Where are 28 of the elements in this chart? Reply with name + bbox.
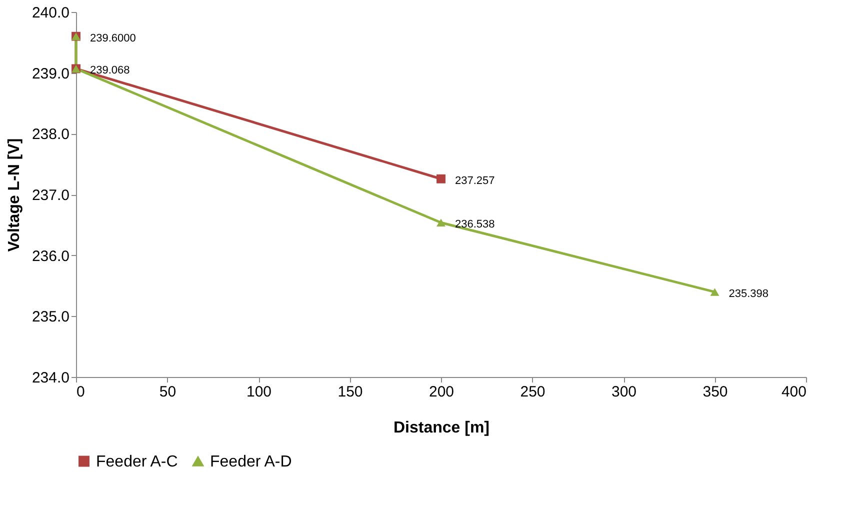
data-label: 239.068 (90, 64, 130, 77)
y-tick-label: 240.0 (32, 4, 70, 22)
point (710, 288, 720, 296)
x-tick-label: 50 (159, 384, 176, 400)
y-axis-title: Voltage L-N [V] (6, 138, 23, 252)
x-tick-label: 400 (781, 384, 806, 400)
x-axis-title: Distance [m] (393, 420, 490, 436)
x-tick-label: 0 (76, 384, 85, 400)
legend-label: Feeder A-D (210, 454, 292, 470)
y-tick-label: 234.0 (32, 370, 70, 386)
x-tick-label: 300 (611, 384, 637, 400)
data-label: 235.398 (728, 288, 769, 300)
y-tick-label: 238.0 (32, 126, 70, 144)
x-tick-label: 150 (338, 384, 363, 400)
y-tick-label: 239.0 (32, 65, 70, 82)
y-tick-label: 237.0 (32, 187, 70, 204)
data-label: 236.538 (455, 218, 495, 231)
y-tick-label: 235.0 (32, 308, 70, 326)
point (436, 174, 446, 184)
y-tick-label: 236.0 (32, 248, 70, 265)
legend-label: Feeder A-C (96, 453, 178, 470)
data-label: 239.6000 (90, 32, 136, 44)
data-label: 237.257 (455, 174, 495, 187)
x-tick-label: 250 (520, 384, 546, 400)
point (436, 218, 446, 226)
x-tick-label: 350 (702, 384, 728, 400)
x-tick-label: 100 (246, 384, 272, 400)
x-tick-label: 200 (428, 384, 454, 400)
